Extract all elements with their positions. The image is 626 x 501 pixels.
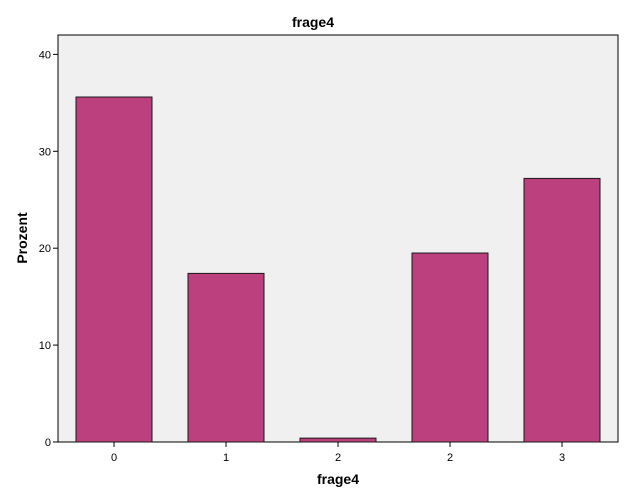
y-tick-label: 40 (39, 49, 51, 61)
x-tick-label: 1 (223, 452, 229, 464)
bar-4 (523, 177, 601, 443)
x-axis: 0 1 2 2 3 (111, 442, 565, 464)
bar-3 (411, 252, 489, 443)
bar-0 (75, 96, 153, 443)
x-axis-label: frage4 (317, 471, 359, 487)
x-tick-label: 2 (335, 452, 341, 464)
chart-title: frage4 (292, 14, 334, 30)
y-tick-label: 0 (45, 437, 51, 449)
bars-group (75, 96, 601, 443)
y-tick-label: 20 (39, 243, 51, 255)
bar-1 (187, 272, 265, 443)
x-tick-label: 0 (111, 452, 117, 464)
bar-2 (299, 437, 377, 443)
x-tick-label: 2 (447, 452, 453, 464)
y-axis: 0 10 20 30 40 (39, 49, 58, 449)
y-tick-label: 30 (39, 146, 51, 158)
x-tick-label: 3 (559, 452, 565, 464)
y-tick-label: 10 (39, 340, 51, 352)
y-axis-label: Prozent (14, 212, 30, 264)
